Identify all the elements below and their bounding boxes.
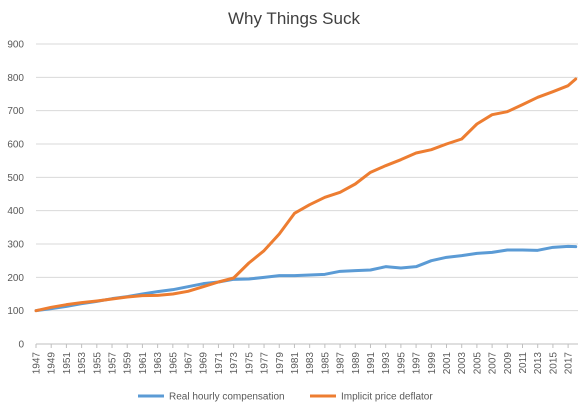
x-tick-label: 1985 [320,352,331,375]
x-axis-ticks: 1947 1949 1951 1953 1955 1957 1959 1961 1963 1965… [32,344,575,374]
x-tick-label: 1983 [305,352,316,375]
x-tick-label: 1947 [32,352,43,375]
x-tick-label: 1963 [153,352,164,375]
x-tick-label: 1965 [168,352,179,375]
y-tick-label: 0 [18,340,24,351]
y-axis-ticks: 0 100 200 300 400 500 600 700 800 900 [7,40,24,351]
x-tick-label: 1949 [47,352,58,375]
x-tick-label: 1997 [412,352,423,375]
y-tick-label: 500 [7,173,24,184]
y-tick-label: 800 [7,73,24,84]
x-tick-label: 1991 [366,352,377,375]
x-tick-label: 2009 [503,352,514,375]
chart-title: Why Things Suck [228,9,360,28]
x-tick-label: 1987 [336,352,347,375]
x-tick-label: 1961 [138,352,149,375]
x-tick-label: 1957 [108,352,119,375]
x-tick-label: 2001 [442,352,453,375]
x-tick-label: 2015 [548,352,559,375]
legend-label: Implicit price deflator [341,392,433,403]
x-tick-label: 1955 [92,352,103,375]
x-tick-label: 1951 [62,352,73,375]
y-tick-label: 300 [7,240,24,251]
x-tick-label: 1981 [290,352,301,375]
series-lines [34,77,578,313]
x-tick-label: 2007 [488,352,499,375]
x-tick-label: 1995 [396,352,407,375]
x-tick-label: 1977 [260,352,271,375]
x-tick-label: 1993 [381,352,392,375]
legend-label: Real hourly compensation [169,392,285,403]
x-tick-label: 1969 [199,352,210,375]
x-tick-label: 1973 [229,352,240,375]
x-tick-label: 1989 [351,352,362,375]
y-tick-label: 700 [7,106,24,117]
x-tick-label: 1967 [184,352,195,375]
legend: Real hourly compensation Implicit price d… [138,392,433,403]
y-tick-label: 400 [7,206,24,217]
series-line-1 [34,244,578,313]
x-tick-label: 1971 [214,352,225,375]
x-tick-label: 1959 [123,352,134,375]
x-tick-label: 1975 [244,352,255,375]
x-tick-label: 2017 [564,352,575,375]
y-tick-label: 900 [7,40,24,51]
x-tick-label: 2003 [457,352,468,375]
x-tick-label: 1979 [275,352,286,375]
y-tick-label: 600 [7,140,24,151]
x-tick-label: 1953 [77,352,88,375]
y-tick-label: 100 [7,306,24,317]
x-tick-label: 2005 [472,352,483,375]
gridlines [36,43,578,345]
series-line-2 [34,77,578,313]
x-tick-label: 2011 [518,352,529,374]
x-tick-label: 2013 [533,352,544,375]
y-tick-label: 200 [7,273,24,284]
x-tick-label: 1999 [427,352,438,375]
